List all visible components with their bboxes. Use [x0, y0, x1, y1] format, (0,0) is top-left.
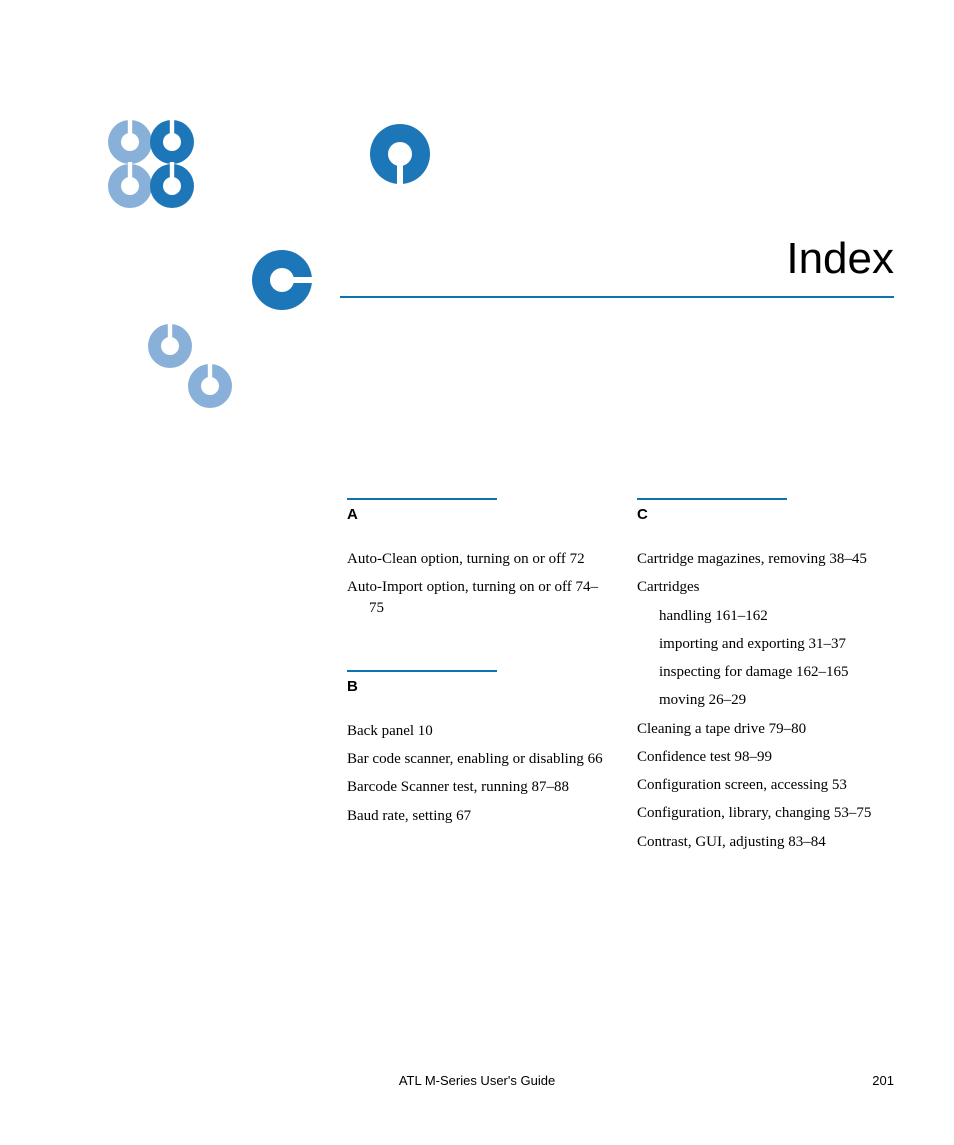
- page-footer: ATL M-Series User's Guide 201: [0, 1073, 954, 1093]
- title-rule: [340, 296, 894, 298]
- section-rule: [637, 498, 787, 500]
- section-letter-a: A: [347, 506, 605, 523]
- index-subentry: inspecting for damage 162–165: [637, 662, 895, 682]
- index-entry: Configuration screen, accessing 53: [637, 775, 895, 795]
- index-subentry: importing and exporting 31–37: [637, 634, 895, 654]
- index-column-right: C Cartridge magazines, removing 38–45 Ca…: [637, 498, 895, 860]
- index-entry: Configuration, library, changing 53–75: [637, 803, 895, 823]
- index-entry: Cleaning a tape drive 79–80: [637, 719, 895, 739]
- section-letter-c: C: [637, 506, 895, 523]
- index-columns: A Auto-Clean option, turning on or off 7…: [347, 498, 897, 860]
- footer-doc-title: ATL M-Series User's Guide: [0, 1073, 954, 1088]
- index-entry: Baud rate, setting 67: [347, 806, 605, 826]
- index-subentry: handling 161–162: [637, 606, 895, 626]
- section-rule: [347, 670, 497, 672]
- index-entry: Barcode Scanner test, running 87–88: [347, 777, 605, 797]
- section-letter-b: B: [347, 678, 605, 695]
- index-entry: Auto-Import option, turning on or off 74…: [347, 577, 605, 618]
- page-title: Index: [786, 234, 894, 284]
- index-entry: Contrast, GUI, adjusting 83–84: [637, 832, 895, 852]
- index-entry: Cartridge magazines, removing 38–45: [637, 549, 895, 569]
- footer-page-number: 201: [872, 1073, 894, 1088]
- index-entry: Auto-Clean option, turning on or off 72: [347, 549, 605, 569]
- index-entry: Back panel 10: [347, 721, 605, 741]
- section-rule: [347, 498, 497, 500]
- page: Index A Auto-Clean option, turning on or…: [0, 0, 954, 1145]
- logo-svg: [100, 120, 440, 420]
- index-entry: Bar code scanner, enabling or disabling …: [347, 749, 605, 769]
- index-entry: Confidence test 98–99: [637, 747, 895, 767]
- index-subentry: moving 26–29: [637, 690, 895, 710]
- decorative-logo-cluster: [100, 120, 440, 420]
- index-column-left: A Auto-Clean option, turning on or off 7…: [347, 498, 605, 860]
- index-entry: Cartridges: [637, 577, 895, 597]
